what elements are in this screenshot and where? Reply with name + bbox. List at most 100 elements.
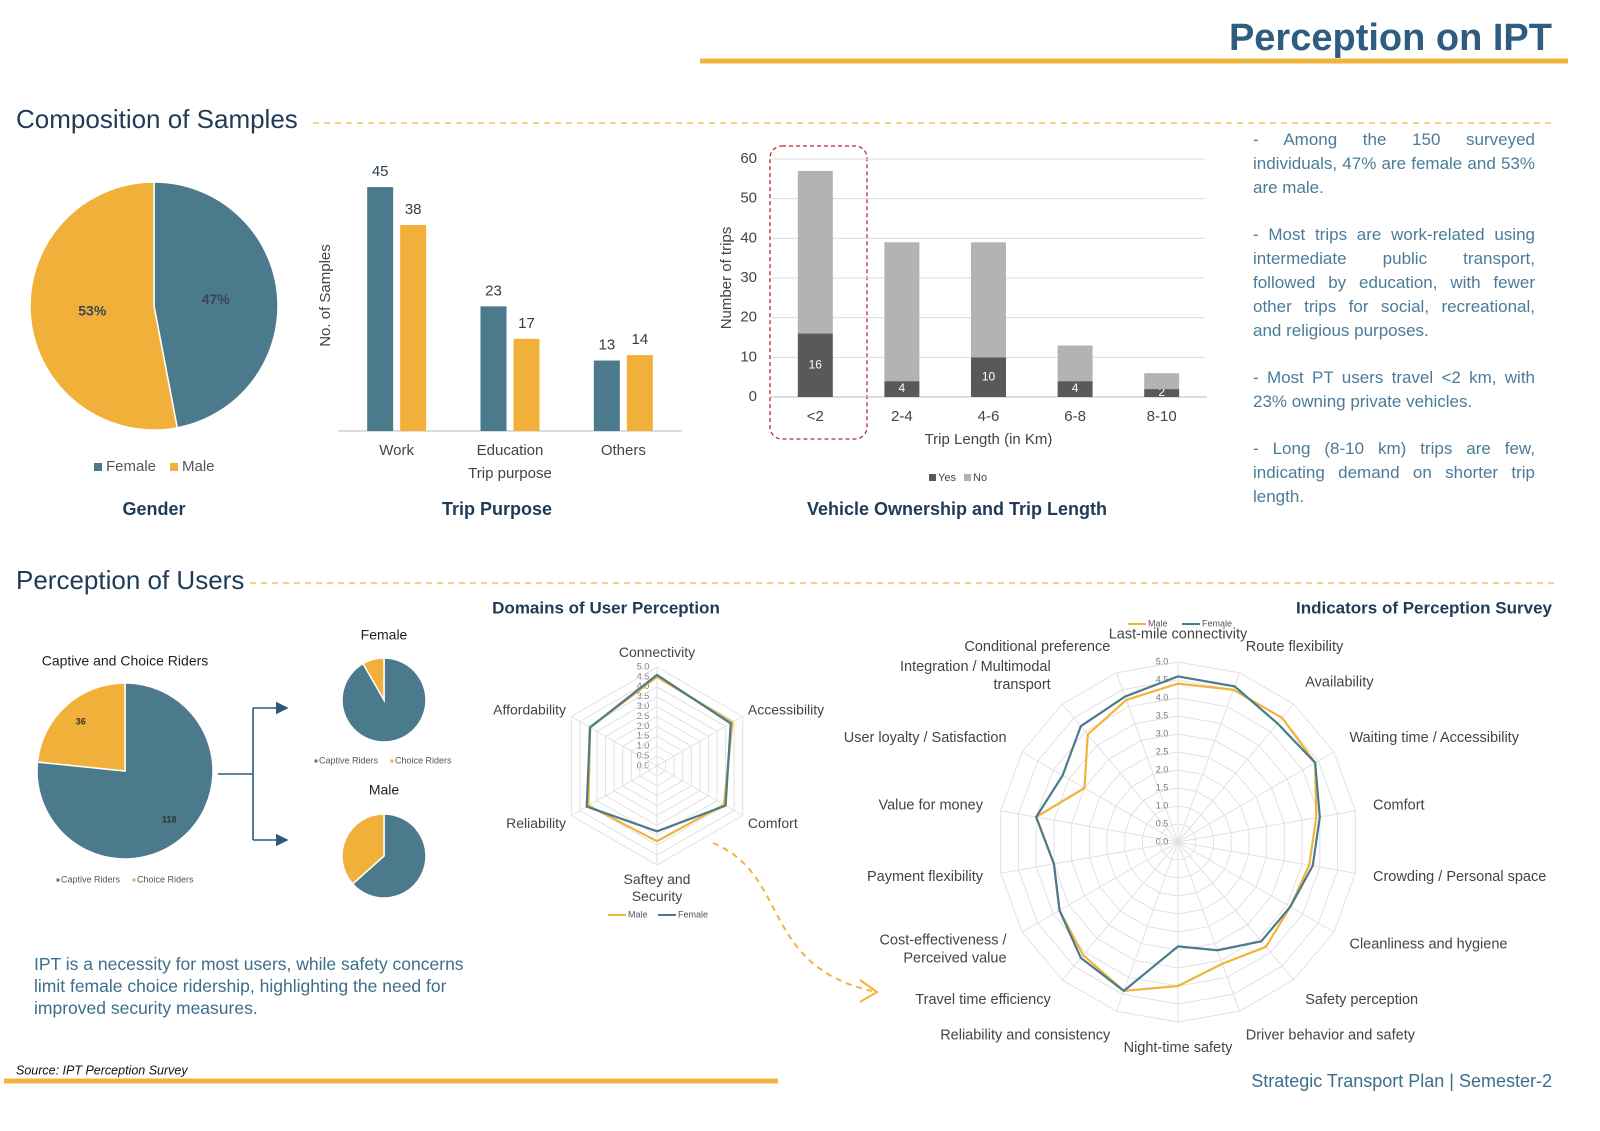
section-title: Composition of Samples (16, 104, 298, 134)
data-label: 17 (518, 315, 535, 332)
note: - Most trips are work-related using inte… (1253, 225, 1535, 340)
x-tick-label: 4-6 (978, 408, 1000, 425)
pie-slice (351, 813, 427, 899)
axis-label: Crowding / Personal space (1372, 869, 1547, 886)
y-tick-label: 20 (740, 309, 757, 326)
y-axis-label: Number of trips (718, 227, 735, 330)
chart-title: Trip Purpose (442, 499, 552, 519)
grid-ring (587, 686, 727, 846)
grid-ring (1053, 715, 1303, 969)
r-tick-label: 2.0 (637, 721, 650, 731)
data-label: 118 (162, 814, 177, 824)
axis-label: Last-mile connectivity (1108, 626, 1248, 643)
r-tick-label: 3.0 (1156, 728, 1169, 738)
r-tick-label: 1.0 (1156, 800, 1169, 810)
grid-ring (630, 735, 684, 797)
grid-ring (647, 755, 667, 777)
legend-swatch (314, 759, 318, 763)
data-label: 38 (405, 201, 422, 218)
axis-label: Value for money (878, 797, 983, 814)
x-tick-label: 2-4 (891, 408, 913, 425)
y-tick-label: 0 (749, 388, 757, 405)
legend-swatch (390, 759, 394, 763)
grid-ring (613, 715, 701, 817)
r-tick-label: 1.5 (637, 731, 650, 741)
bar (400, 225, 427, 431)
footer: Strategic Transport Plan | Semester-2 (1251, 1071, 1552, 1091)
bar (884, 242, 920, 382)
legend-swatch (132, 878, 136, 882)
data-label: 47% (202, 291, 231, 307)
axis-label: User loyalty / Satisfaction (843, 729, 1007, 746)
axis-label: Cost-effectiveness / Perceived value (879, 932, 1007, 966)
axis-label: Connectivity (618, 644, 696, 660)
data-label: 2 (1158, 385, 1165, 399)
legend-label: Male (628, 909, 648, 919)
axis-label: Affordability (493, 700, 567, 717)
pie-slice (36, 682, 126, 772)
bar (1057, 381, 1093, 397)
y-tick-label: 50 (740, 190, 757, 207)
r-tick-label: 5.0 (1156, 656, 1169, 666)
chart-title: Indicators of Perception Survey (1296, 598, 1553, 617)
data-label: 53% (78, 303, 107, 319)
chart-title: Male (369, 782, 400, 798)
data-label: 23 (485, 282, 502, 299)
r-tick-label: 0.0 (637, 760, 650, 770)
grid-ring (1124, 787, 1232, 897)
pie-slice (153, 181, 279, 429)
radar-line (1035, 675, 1321, 992)
axis-label: Comfort (747, 814, 798, 831)
axis-label: Route flexibility (1245, 638, 1344, 655)
r-tick-label: 3.5 (1156, 710, 1169, 720)
legend-label: Female (1202, 618, 1232, 628)
legend-label: Female (106, 458, 156, 475)
axis-label: Safety perception (1305, 991, 1419, 1008)
legend-swatch (94, 463, 102, 471)
y-tick-label: 30 (740, 269, 757, 286)
legend-swatch (929, 474, 936, 481)
axis-label: Saftey and Security (623, 871, 691, 904)
highlight-box (769, 145, 868, 440)
r-tick-label: 5.0 (637, 661, 650, 671)
r-tick-label: 1.0 (637, 741, 650, 751)
note: - Most PT users travel <2 km, with 23% o… (1253, 368, 1535, 411)
axis-label: Reliability and consistency (940, 1027, 1111, 1044)
pie-slice (29, 181, 179, 431)
grid-ring (639, 745, 675, 787)
r-tick-label: 4.0 (1156, 692, 1169, 702)
axis-label: Night-time safety (1123, 1040, 1233, 1056)
chart-title: Gender (122, 499, 185, 519)
chart-title: Captive and Choice Riders (42, 653, 209, 669)
chart-title: Vehicle Ownership and Trip Length (807, 499, 1107, 519)
legend-label: Captive Riders (319, 755, 379, 765)
axis-label: Waiting time / Accessibility (1349, 729, 1519, 746)
data-label: 4 (1072, 381, 1079, 395)
r-tick-label: 2.5 (1156, 746, 1169, 756)
bar (1057, 345, 1093, 382)
r-tick-label: 4.5 (637, 671, 650, 681)
x-tick-label: Education (477, 442, 544, 459)
legend-swatch (964, 474, 971, 481)
radar-line (585, 673, 732, 833)
pie-slice (341, 657, 427, 743)
axis-label: Reliability (506, 814, 567, 831)
bar (367, 187, 394, 431)
y-tick-label: 40 (740, 229, 757, 246)
data-label: 36 (76, 716, 86, 726)
r-tick-label: 0.5 (637, 750, 650, 760)
y-tick-label: 60 (740, 150, 757, 167)
axis-label: Conditional preference (964, 638, 1111, 655)
chart-title: Domains of User Perception (492, 598, 720, 617)
bar (1144, 373, 1180, 390)
pie-slice (341, 813, 385, 886)
data-label: 14 (631, 331, 648, 348)
grid-ring (570, 666, 744, 866)
bar (1144, 389, 1180, 397)
bar (797, 170, 833, 334)
y-tick-label: 10 (740, 348, 757, 365)
